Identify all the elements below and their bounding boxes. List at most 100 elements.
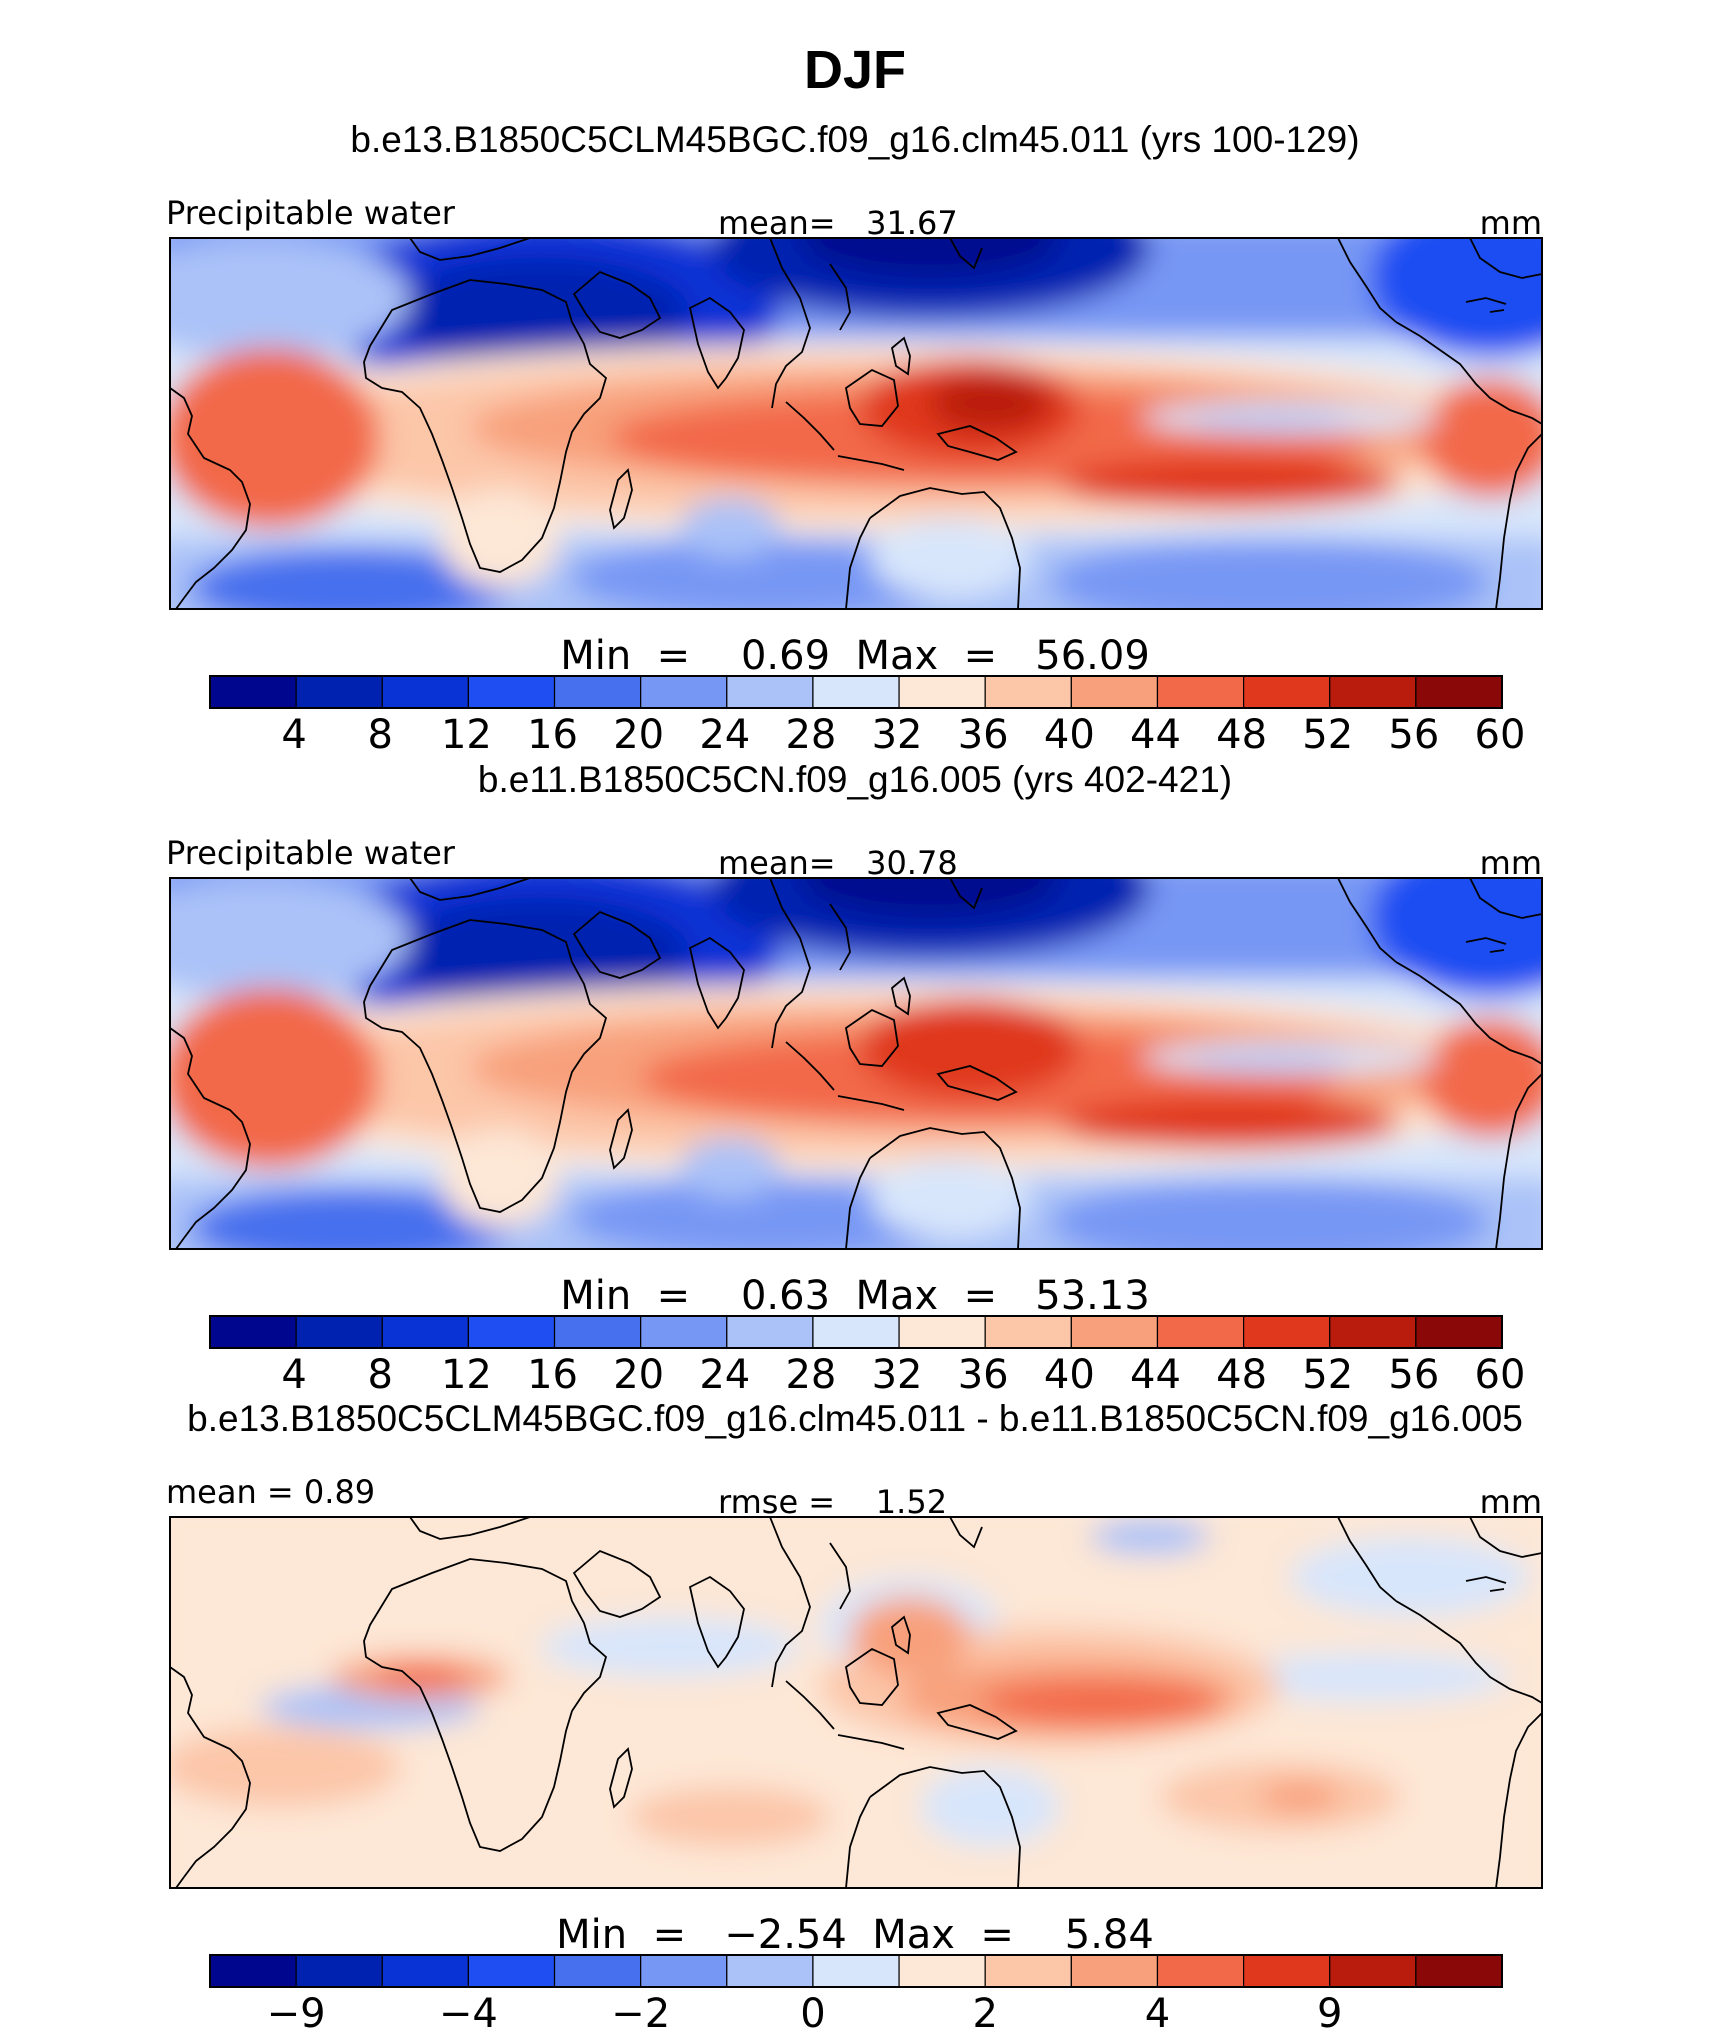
colorbar: −9 −4 −2 0 2 4 9 [209, 1954, 1503, 2034]
colorbar-tick-label: 36 [958, 712, 1009, 758]
colorbar-box [640, 675, 728, 709]
colorbar-box [1329, 675, 1417, 709]
center-label: rmse = 1.52 [718, 1483, 947, 1521]
colorbar-tick-label: 32 [872, 1352, 923, 1398]
colorbar-tick-label: 4 [281, 712, 306, 758]
colorbar-tick-label: 52 [1302, 712, 1353, 758]
colorbar-box [467, 1315, 556, 1349]
colorbar-box [812, 1954, 900, 1988]
colorbar-tick-label: 60 [1475, 712, 1526, 758]
panel-3: b.e13.B1850C5CLM45BGC.f09_g16.clm45.011 … [166, 1398, 1543, 2034]
colorbar-tick-label: 40 [1044, 712, 1095, 758]
colorbar-box [640, 1954, 728, 1988]
colorbar-box [984, 1954, 1072, 1988]
colorbar-tick-label: 8 [368, 1352, 393, 1398]
colorbar-box [1070, 675, 1159, 709]
colorbar-box [1156, 675, 1245, 709]
colorbar-tick-label: 28 [785, 1352, 836, 1398]
colorbar-box [381, 1315, 469, 1349]
colorbar-box [295, 675, 383, 709]
colorbar-box [984, 1315, 1072, 1349]
colorbar-tick-label: −4 [439, 1991, 498, 2034]
colorbar-tick-label: 20 [613, 1352, 664, 1398]
colorbar-tick-label: 20 [613, 712, 664, 758]
colorbar-tick-label: 52 [1302, 1352, 1353, 1398]
panel-2: b.e11.B1850C5CN.f09_g16.005 (yrs 402-421… [166, 759, 1543, 1398]
colorbar-box [553, 675, 642, 709]
left-label: Precipitable water [166, 834, 456, 872]
colorbar-box [1329, 1954, 1417, 1988]
colorbar-tick-label: 28 [785, 712, 836, 758]
colorbar-box [209, 1315, 297, 1349]
colorbar-box [898, 675, 986, 709]
colorbar-box [295, 1315, 383, 1349]
left-label: mean = 0.89 [166, 1473, 375, 1511]
colorbar-tick-label: 4 [281, 1352, 306, 1398]
colorbar-box [726, 1954, 814, 1988]
colorbar-box [898, 1315, 986, 1349]
colorbar-box [381, 1954, 469, 1988]
colorbar-tick-label: 44 [1130, 1352, 1181, 1398]
colorbar-frame [209, 675, 1503, 709]
left-label: Precipitable water [166, 194, 456, 232]
colorbar-box [726, 675, 814, 709]
page-title: DJF [804, 40, 906, 100]
colorbar-tick-label: 36 [958, 1352, 1009, 1398]
colorbar-box [812, 675, 900, 709]
units-label: mm [1480, 1483, 1542, 1521]
colorbar-tick-label: 60 [1475, 1352, 1526, 1398]
colorbar-tick-label: 32 [872, 712, 923, 758]
min-max-label: Min = 0.69 Max = 56.09 [560, 633, 1150, 679]
colorbar-tick-label: 2 [972, 1991, 997, 2034]
colorbar-tick-label: 16 [527, 712, 578, 758]
colorbar-box [1415, 1954, 1503, 1988]
colorbar-box [553, 1315, 642, 1349]
colorbar-tick-label: 12 [441, 712, 492, 758]
center-label: mean= 30.78 [718, 844, 958, 882]
colorbar-box [1415, 675, 1503, 709]
map-frame [169, 877, 1543, 1250]
panel-title: b.e13.B1850C5CLM45BGC.f09_g16.clm45.011 … [350, 119, 1359, 160]
colorbar-box [1329, 1315, 1417, 1349]
colorbar-tick-label: 0 [800, 1991, 825, 2034]
colorbar-box [467, 1954, 556, 1988]
colorbar-tick-label: 56 [1388, 1352, 1439, 1398]
colorbar-tick-label: −9 [267, 1991, 326, 2034]
colorbar-box [1242, 675, 1331, 709]
colorbar-tick-label: −2 [611, 1991, 670, 2034]
colorbar-box [1156, 1315, 1245, 1349]
colorbar-tick-label: 4 [1145, 1991, 1170, 2034]
colorbar-box [812, 1315, 900, 1349]
colorbar-tick-label: 9 [1317, 1991, 1342, 2034]
colorbar-box [381, 675, 469, 709]
center-label: mean= 31.67 [718, 204, 958, 242]
colorbar-box [898, 1954, 986, 1988]
colorbar-box [1415, 1315, 1503, 1349]
min-max-label: Min = 0.63 Max = 53.13 [560, 1273, 1150, 1319]
colorbar-tick-label: 24 [699, 712, 750, 758]
units-label: mm [1480, 844, 1542, 882]
colorbar-tick-label: 48 [1216, 712, 1267, 758]
colorbar-box [1242, 1315, 1331, 1349]
colorbar-frame [209, 1954, 1503, 1988]
map-field [169, 237, 1543, 610]
map-field [169, 1516, 1543, 1889]
map-frame [169, 1516, 1543, 1889]
panel-title: b.e13.B1850C5CLM45BGC.f09_g16.clm45.011 … [187, 1398, 1523, 1439]
colorbar-frame [209, 1315, 1503, 1349]
panel-title: b.e11.B1850C5CN.f09_g16.005 (yrs 402-421… [478, 759, 1232, 800]
colorbar-box [1070, 1315, 1159, 1349]
panel-1: b.e13.B1850C5CLM45BGC.f09_g16.clm45.011 … [166, 119, 1543, 758]
colorbar-tick-label: 12 [441, 1352, 492, 1398]
colorbar-tick-label: 44 [1130, 712, 1181, 758]
colorbar-tick-label: 40 [1044, 1352, 1095, 1398]
colorbar-box [984, 675, 1072, 709]
colorbar-box [209, 675, 297, 709]
colorbar-tick-label: 8 [368, 712, 393, 758]
colorbar-box [1156, 1954, 1245, 1988]
colorbar-tick-label: 56 [1388, 712, 1439, 758]
colorbar-tick-label: 24 [699, 1352, 750, 1398]
colorbar-tick-label: 16 [527, 1352, 578, 1398]
colorbar-box [726, 1315, 814, 1349]
